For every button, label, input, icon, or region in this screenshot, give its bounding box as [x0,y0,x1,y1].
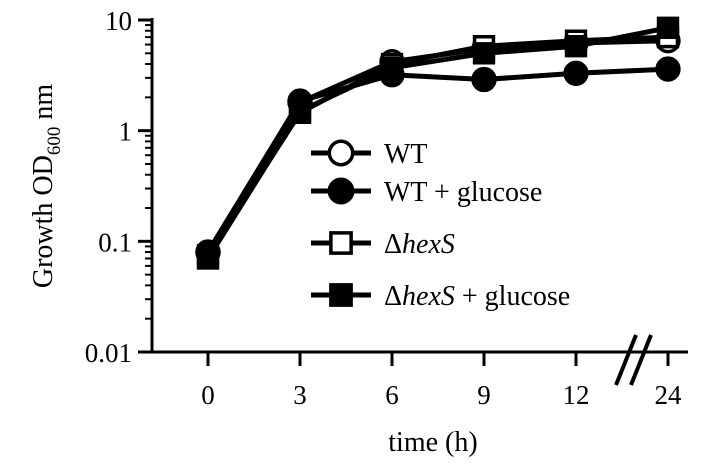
y-tick-label: 0.1 [98,227,132,257]
x-tick-label: 9 [477,380,491,410]
y-axis-title-main: Growth OD [28,155,59,288]
x-tick-label: 12 [563,380,590,410]
legend-item: ΔhexS [311,229,455,260]
legend-item: ΔhexS + glucose [311,281,570,312]
legend-label: ΔhexS + glucose [384,281,570,312]
series-4 [196,16,680,270]
legend-marker [329,283,353,307]
legend-item: WT [311,139,428,170]
y-axis-title-subscript: 600 [44,127,65,156]
legend-label-part: + glucose [455,281,570,312]
data-point [196,247,220,270]
data-point [380,56,404,79]
series-line [205,25,669,260]
legend-item: WT + glucose [311,177,542,208]
series-line [205,66,669,254]
y-axis-title-unit [28,120,59,127]
data-point [656,16,680,40]
data-point [472,42,496,65]
x-tick-label: 3 [293,380,307,410]
data-point [288,99,312,123]
y-tick-label: 0.01 [85,338,132,368]
legend-marker [327,139,355,167]
legend-label-part: hexS [402,229,455,260]
data-point [564,34,588,58]
data-point [563,60,589,86]
x-tick-label: 24 [655,380,683,410]
legend-label-part: Δ [384,229,402,260]
data-point [471,66,497,93]
axis-break-mark [629,334,653,386]
x-tick-label: 6 [385,380,399,410]
data-point [655,56,681,82]
x-axis-title: time (h) [388,427,477,458]
y-axis-title-unit-text: nm [28,84,59,120]
y-axis-title: Growth OD600 nm [28,84,65,289]
legend-label: ΔhexS [384,229,455,260]
legend-marker [327,177,355,205]
legend-label-part: WT [384,139,428,170]
y-tick-label: 10 [105,6,132,36]
legend-label-part: WT + glucose [384,177,542,208]
legend-label: WT [384,139,428,170]
x-tick-label: 0 [201,380,215,410]
legend-label-part: hexS [402,281,455,312]
series-1 [195,28,681,265]
axes: 0.01 0.1 1 10 0 3 6 9 12 24 [85,6,688,410]
series-layer [195,16,681,270]
legend-label: WT + glucose [384,177,542,208]
axis-break-mark [614,334,638,386]
legend-label-part: Δ [384,281,402,312]
legend-marker [329,231,353,255]
y-tick-label: 1 [119,117,133,147]
